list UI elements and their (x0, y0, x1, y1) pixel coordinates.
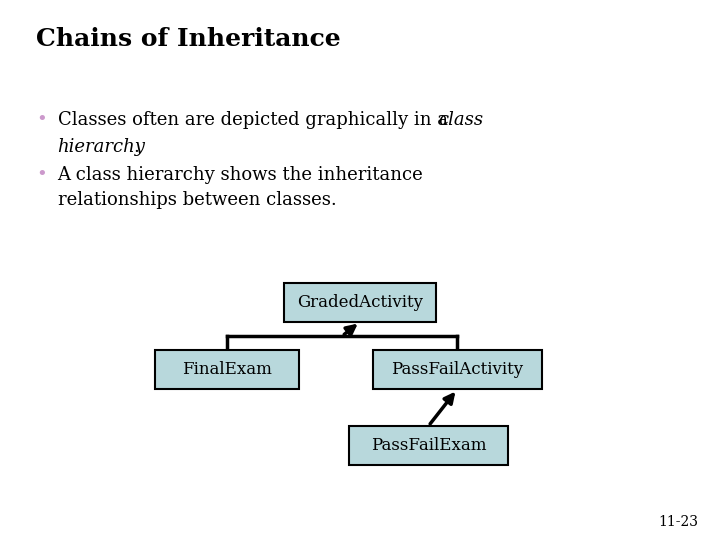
Text: Classes often are depicted graphically in a: Classes often are depicted graphically i… (58, 111, 454, 129)
Text: PassFailActivity: PassFailActivity (391, 361, 523, 379)
Text: .: . (133, 138, 139, 156)
Text: GradedActivity: GradedActivity (297, 294, 423, 311)
Text: FinalExam: FinalExam (182, 361, 271, 379)
Text: class: class (438, 111, 483, 129)
Text: •: • (36, 166, 47, 184)
Bar (373, 350, 541, 389)
Text: Chains of Inheritance: Chains of Inheritance (36, 27, 341, 51)
Text: •: • (36, 111, 47, 129)
Bar (349, 426, 508, 465)
Bar (155, 350, 299, 389)
Text: PassFailExam: PassFailExam (371, 437, 486, 454)
Bar (284, 283, 436, 322)
Text: A class hierarchy shows the inheritance
relationships between classes.: A class hierarchy shows the inheritance … (58, 166, 423, 209)
Text: 11-23: 11-23 (658, 515, 698, 529)
Text: hierarchy: hierarchy (58, 138, 145, 156)
